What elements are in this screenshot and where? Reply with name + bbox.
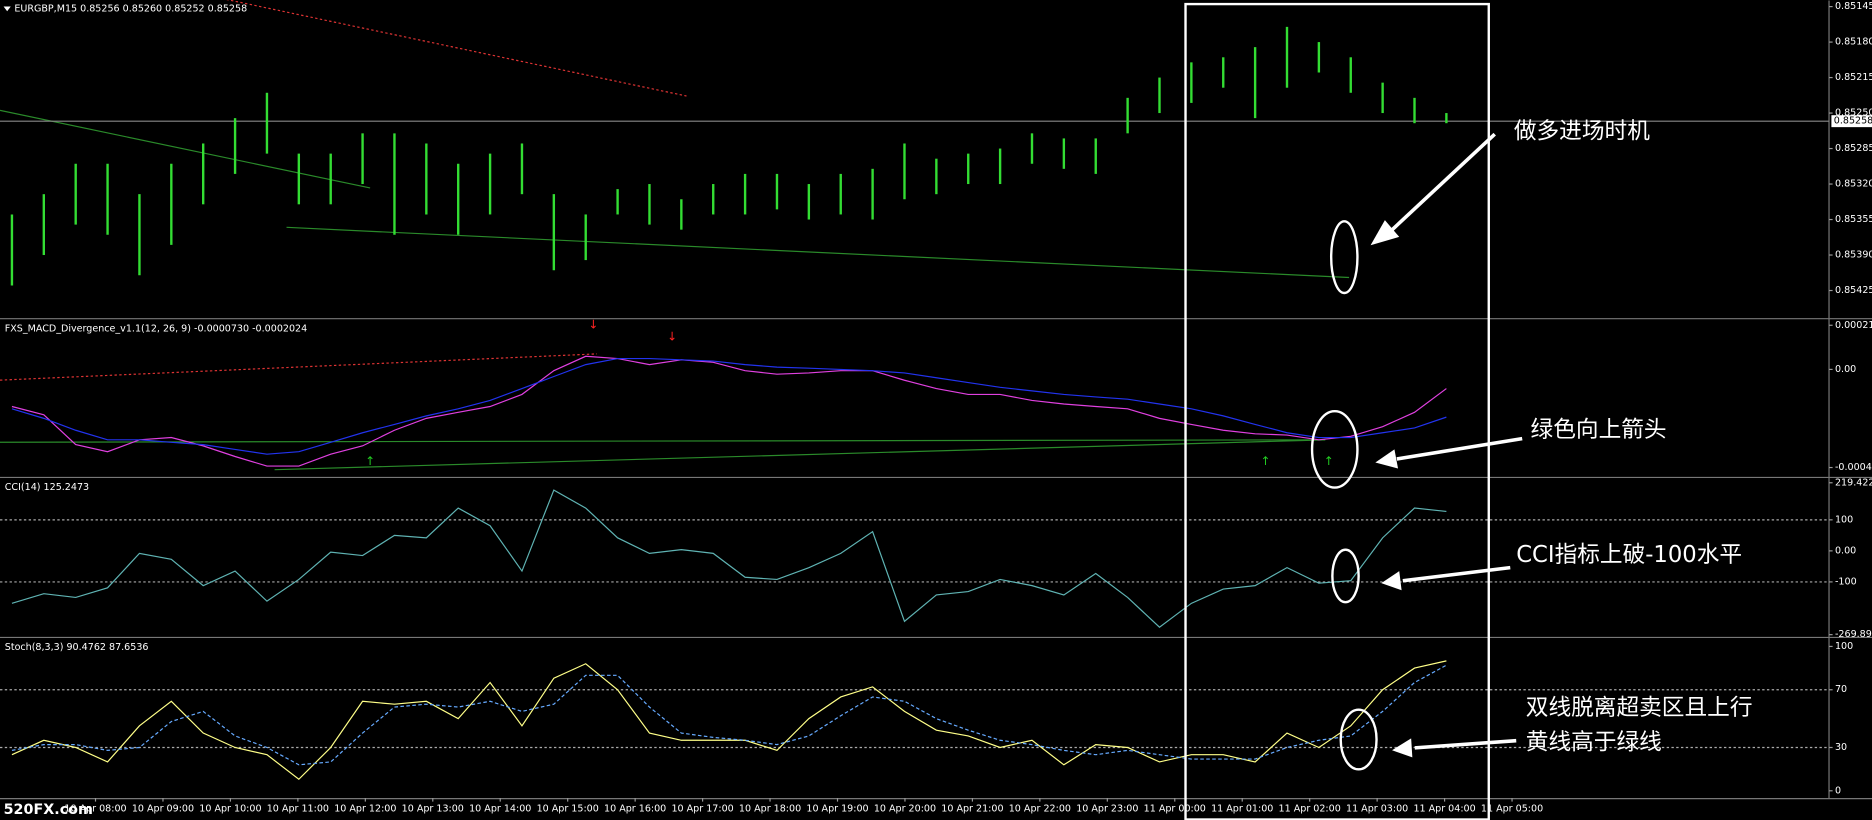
y-tick-label: 0.85250 — [1835, 108, 1872, 119]
x-tick-label: 10 Apr 17:00 — [671, 803, 733, 814]
x-tick-label: 10 Apr 22:00 — [1009, 803, 1071, 814]
menu-triangle — [3, 6, 11, 12]
svg-text:↓: ↓ — [667, 330, 677, 344]
annotation: 绿色向上箭头 — [1531, 417, 1667, 443]
x-tick-label: 10 Apr 09:00 — [132, 803, 194, 814]
x-tick-label: 11 Apr 02:00 — [1279, 803, 1341, 814]
svg-text:↓: ↓ — [588, 318, 598, 332]
x-tick-label: 10 Apr 14:00 — [469, 803, 531, 814]
svg-text:↑: ↑ — [1324, 454, 1334, 468]
x-tick-label: 11 Apr 00:00 — [1144, 803, 1206, 814]
annotation: 黄线高于绿线 — [1526, 730, 1662, 756]
y-tick-label: 0.85215 — [1835, 72, 1872, 83]
y-tick-label: -0.000471 — [1835, 462, 1872, 473]
y-tick-label: 0.85425 — [1835, 285, 1872, 296]
svg-text:↑: ↑ — [1261, 454, 1271, 468]
annotation: 双线脱离超卖区且上行 — [1526, 695, 1753, 721]
x-tick-label: 10 Apr 20:00 — [874, 803, 936, 814]
x-tick-label: 10 Apr 11:00 — [267, 803, 329, 814]
y-tick-label: -269.8996 — [1835, 629, 1872, 640]
watermark: 520FX.com — [4, 802, 93, 818]
x-tick-label: 10 Apr 23:00 — [1076, 803, 1138, 814]
indicator-line — [11, 660, 1447, 781]
x-tick-label: 10 Apr 21:00 — [941, 803, 1003, 814]
annotation: CCI指标上破-100水平 — [1516, 542, 1742, 568]
annotation: 做多进场时机 — [1514, 118, 1650, 144]
x-tick-label: 11 Apr 01:00 — [1211, 803, 1273, 814]
y-tick-label: 0.85320 — [1835, 179, 1872, 190]
x-tick-label: 11 Apr 04:00 — [1413, 803, 1475, 814]
x-tick-label: 10 Apr 18:00 — [739, 803, 801, 814]
signal-arrows: ↓ ↓ ↑ ↑ ↑ — [365, 318, 1334, 468]
current-price-label: 0.85258 — [1834, 116, 1872, 127]
current-price-box — [1831, 115, 1872, 128]
y-tick-label: 0.00 — [1835, 545, 1856, 556]
y-tick-label: 100 — [1835, 641, 1853, 652]
frame — [0, 0, 1872, 800]
x-tick-label: 10 Apr 12:00 — [334, 803, 396, 814]
panel-label: Stoch(8,3,3) 90.4762 87.6536 — [5, 642, 149, 653]
y-tick-label: 100 — [1835, 514, 1853, 525]
x-tick-label: 10 Apr 13:00 — [402, 803, 464, 814]
indicator-line — [11, 489, 1447, 629]
y-tick-label: 0.85390 — [1835, 250, 1872, 261]
indicator-line — [11, 357, 1447, 455]
panel-label: CCI(14) 125.2473 — [5, 482, 89, 493]
y-tick-label: 0.85145 — [1835, 1, 1872, 12]
y-tick-label: -100 — [1835, 576, 1857, 587]
y-tick-label: 0 — [1835, 785, 1841, 796]
y-tick-label: 30 — [1835, 742, 1847, 753]
y-tick-label: 0.00 — [1835, 364, 1856, 375]
x-tick-label: 10 Apr 08:00 — [64, 803, 126, 814]
x-tick-label: 11 Apr 05:00 — [1481, 803, 1543, 814]
indicator-line — [11, 664, 1447, 766]
trend-lines — [0, 0, 1350, 471]
indicator-line — [11, 355, 1447, 467]
x-tick-label: 10 Apr 15:00 — [537, 803, 599, 814]
y-tick-label: 219.4226 — [1835, 477, 1872, 488]
x-tick-label: 10 Apr 19:00 — [806, 803, 868, 814]
y-tick-label: 0.85355 — [1835, 214, 1872, 225]
svg-text:↑: ↑ — [365, 454, 375, 468]
x-tick-label: 11 Apr 03:00 — [1346, 803, 1408, 814]
y-tick-label: 0.85285 — [1835, 143, 1872, 154]
panel-label: FXS_MACD_Divergence_v1.1(12, 26, 9) -0.0… — [5, 323, 307, 334]
y-tick-label: 0.000212 — [1835, 320, 1872, 331]
panel-label: EURGBP,M15 0.85256 0.85260 0.85252 0.852… — [14, 3, 247, 14]
y-tick-label: 0.85180 — [1835, 37, 1872, 48]
y-tick-label: 70 — [1835, 684, 1847, 695]
x-tick-label: 10 Apr 10:00 — [199, 803, 261, 814]
x-tick-label: 10 Apr 16:00 — [604, 803, 666, 814]
